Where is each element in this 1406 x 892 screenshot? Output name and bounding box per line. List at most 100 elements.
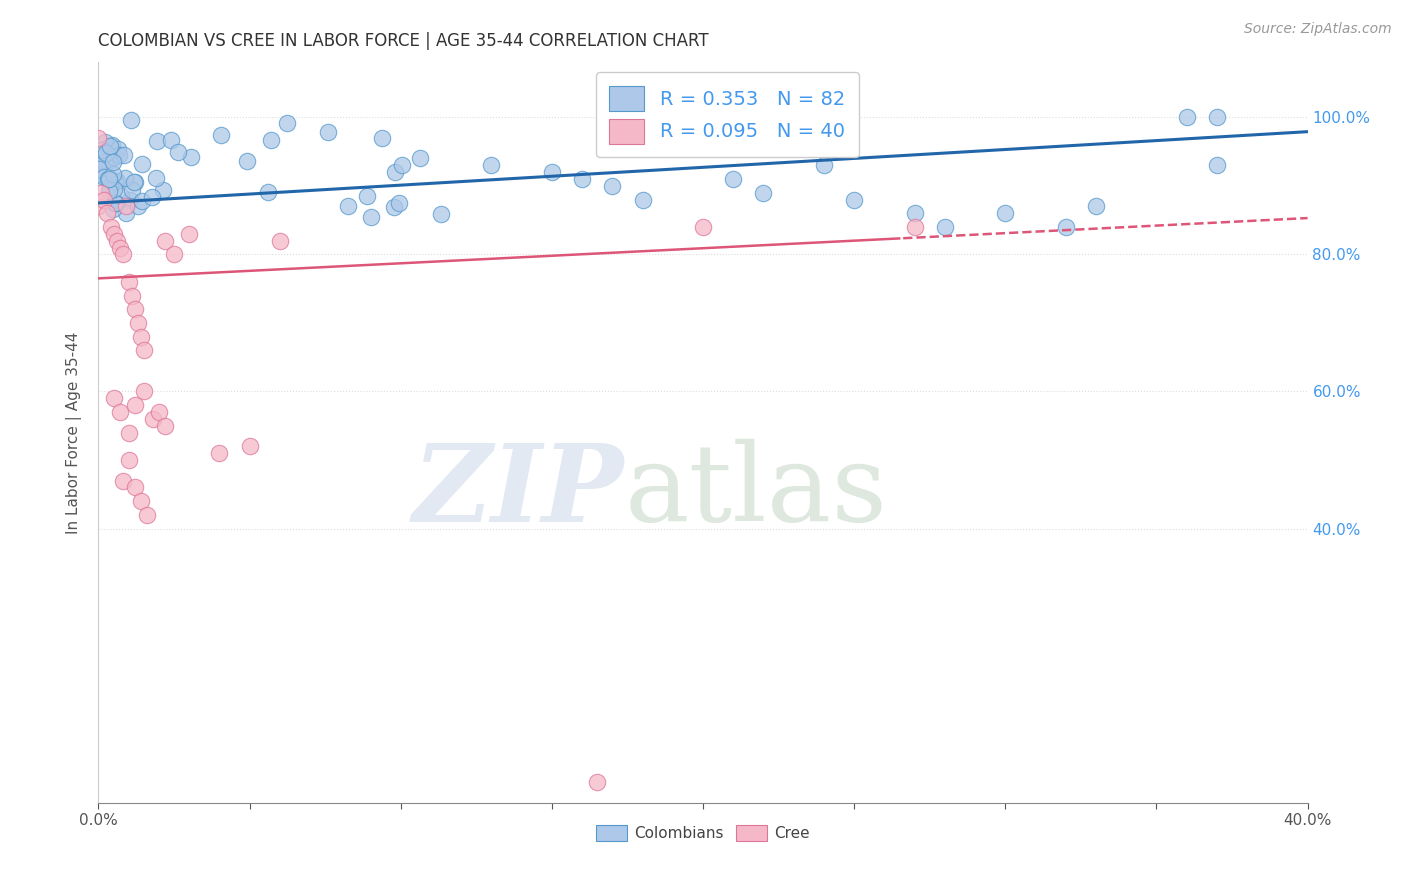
Point — [239, 439, 262, 453]
Point — [93, 193, 115, 207]
Legend: Colombians, Cree: Colombians, Cree — [591, 819, 815, 847]
Point — [87, 199, 110, 213]
Point — [104, 174, 127, 188]
Point — [1054, 219, 1077, 234]
Point — [118, 275, 141, 289]
Point — [370, 131, 392, 145]
Point — [257, 185, 280, 199]
Point — [336, 199, 359, 213]
Point — [723, 172, 745, 186]
Point — [1085, 199, 1108, 213]
Point — [118, 193, 141, 207]
Point — [127, 316, 149, 330]
Point — [994, 206, 1017, 220]
Point — [631, 193, 654, 207]
Point — [90, 143, 112, 157]
Point — [360, 210, 382, 224]
Point — [602, 178, 624, 193]
Point — [104, 196, 127, 211]
Point — [90, 186, 112, 200]
Point — [160, 133, 183, 147]
Text: COLOMBIAN VS CREE IN LABOR FORCE | AGE 35-44 CORRELATION CHART: COLOMBIAN VS CREE IN LABOR FORCE | AGE 3… — [98, 32, 709, 50]
Point — [89, 167, 111, 181]
Point — [124, 480, 146, 494]
Point — [384, 165, 406, 179]
Point — [132, 343, 155, 358]
Point — [105, 174, 128, 188]
Point — [87, 161, 110, 176]
Point — [124, 175, 146, 189]
Point — [103, 392, 125, 406]
Point — [104, 175, 127, 189]
Point — [108, 240, 131, 255]
Point — [101, 137, 124, 152]
Point — [105, 234, 128, 248]
Point — [103, 227, 125, 241]
Point — [110, 188, 132, 202]
Point — [118, 425, 141, 440]
Point — [100, 219, 122, 234]
Point — [904, 206, 927, 220]
Point — [260, 133, 283, 147]
Point — [142, 412, 165, 426]
Point — [107, 142, 129, 156]
Point — [105, 196, 128, 211]
Point — [571, 172, 593, 186]
Point — [163, 247, 186, 261]
Point — [208, 446, 231, 460]
Point — [93, 169, 115, 184]
Point — [101, 167, 124, 181]
Point — [108, 148, 131, 162]
Point — [87, 131, 110, 145]
Point — [934, 219, 956, 234]
Point — [269, 234, 291, 248]
Point — [692, 219, 714, 234]
Point — [103, 182, 125, 196]
Point — [121, 288, 143, 302]
Point — [752, 186, 775, 200]
Point — [94, 135, 117, 149]
Point — [103, 150, 125, 164]
Point — [96, 146, 118, 161]
Point — [111, 247, 134, 261]
Point — [121, 183, 143, 197]
Point — [236, 153, 259, 168]
Point — [108, 405, 131, 419]
Point — [388, 195, 411, 210]
Point — [103, 155, 125, 169]
Point — [1206, 110, 1229, 124]
Point — [98, 184, 121, 198]
Text: atlas: atlas — [624, 439, 887, 544]
Point — [145, 134, 167, 148]
Point — [904, 219, 927, 234]
Point — [382, 200, 405, 214]
Point — [96, 206, 118, 220]
Point — [131, 157, 153, 171]
Point — [153, 234, 176, 248]
Y-axis label: In Labor Force | Age 35-44: In Labor Force | Age 35-44 — [66, 332, 83, 533]
Point — [540, 165, 562, 179]
Point — [124, 398, 146, 412]
Text: ZIP: ZIP — [413, 439, 624, 545]
Point — [409, 151, 432, 165]
Point — [98, 153, 121, 167]
Point — [118, 453, 141, 467]
Point — [89, 158, 111, 172]
Point — [112, 147, 135, 161]
Point — [122, 175, 145, 189]
Point — [180, 150, 202, 164]
Point — [152, 183, 174, 197]
Point — [114, 199, 136, 213]
Point — [127, 199, 149, 213]
Point — [114, 171, 136, 186]
Point — [96, 153, 118, 168]
Point — [209, 128, 232, 142]
Point — [145, 170, 167, 185]
Text: Source: ZipAtlas.com: Source: ZipAtlas.com — [1244, 22, 1392, 37]
Point — [1175, 110, 1198, 124]
Point — [1206, 158, 1229, 172]
Point — [132, 384, 155, 399]
Point — [96, 172, 118, 186]
Point — [129, 494, 152, 508]
Point — [316, 125, 339, 139]
